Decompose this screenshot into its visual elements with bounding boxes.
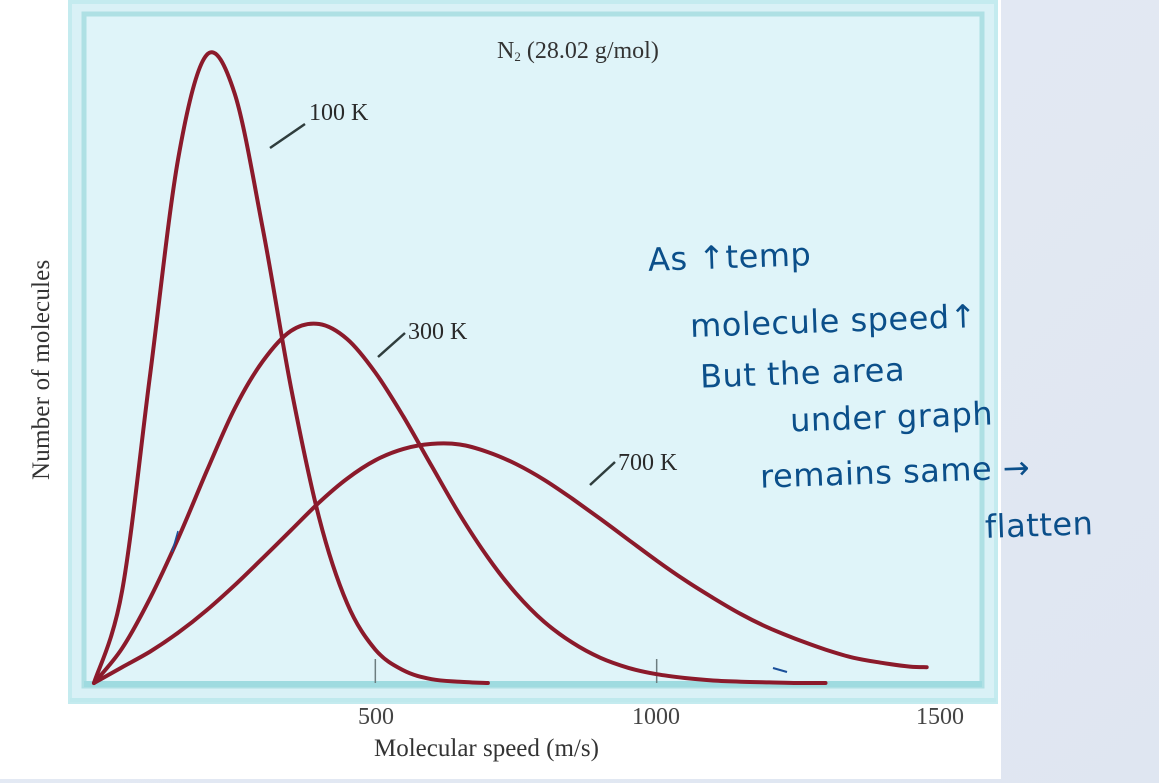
title-molar-mass: (28.02 g/mol) (520, 38, 659, 64)
plot-area (81, 11, 985, 689)
x-axis-title: Molecular speed (m/s) (374, 735, 599, 762)
leader-line-300k (377, 332, 406, 358)
curve-label-100k: 100 K (309, 100, 369, 126)
annotation-line-6: flatten (984, 504, 1094, 546)
curve-100k (92, 50, 490, 685)
curve-300k (92, 321, 828, 686)
curve-700k (92, 441, 929, 685)
chart-title: N2 (28.02 g/mol) (497, 38, 659, 65)
annotation-line-3: But the area (699, 350, 906, 396)
title-species: N (497, 38, 515, 64)
curve-label-300k: 300 K (408, 319, 468, 345)
title-subscript: 2 (514, 49, 521, 64)
annotation-line-1: As ↑temp (647, 235, 812, 279)
chart-plot (68, 0, 998, 704)
curve-label-700k: 700 K (618, 450, 678, 476)
x-ticks (374, 659, 658, 683)
x-tick-label-500: 500 (358, 704, 394, 730)
pen-mark (772, 667, 788, 673)
figure: N2 (28.02 g/mol) 100 K 300 K 700 K Numbe… (0, 0, 1001, 779)
annotation-line-4: under graph (789, 394, 994, 440)
y-axis-title: Number of molecules (28, 259, 55, 480)
pen-mark (171, 530, 179, 553)
leader-line-700k (589, 461, 616, 486)
curves (92, 50, 929, 686)
leader-line-100k (269, 122, 306, 150)
x-tick-label-1500: 1500 (916, 704, 964, 730)
x-tick-label-1000: 1000 (632, 704, 680, 730)
